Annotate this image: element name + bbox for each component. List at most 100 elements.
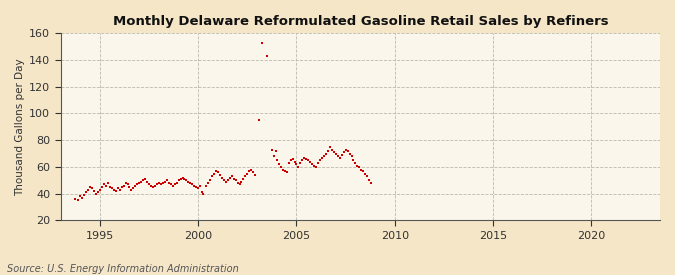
Point [271, 158, 282, 163]
Point [224, 175, 235, 180]
Point [163, 181, 174, 185]
Point [165, 182, 176, 186]
Point [150, 183, 161, 188]
Point [244, 169, 254, 173]
Point [75, 194, 86, 199]
Point [277, 167, 288, 172]
Point [124, 185, 135, 189]
Point [88, 189, 99, 193]
Point [262, 54, 273, 58]
Point [354, 165, 364, 169]
Point [193, 186, 204, 191]
Point [256, 40, 267, 45]
Point [219, 178, 230, 182]
Point [195, 183, 206, 188]
Point [128, 186, 139, 191]
Point [348, 158, 359, 163]
Point [120, 181, 131, 185]
Point [242, 171, 252, 176]
Point [346, 154, 357, 158]
Point [202, 181, 213, 185]
Point [138, 178, 148, 182]
Point [313, 161, 323, 165]
Point [205, 178, 215, 182]
Point [228, 177, 239, 181]
Point [358, 169, 369, 173]
Point [85, 185, 96, 189]
Point [70, 197, 81, 201]
Point [305, 159, 316, 164]
Point [366, 181, 377, 185]
Point [301, 157, 312, 161]
Point [173, 178, 184, 182]
Point [211, 169, 221, 173]
Point [334, 155, 345, 160]
Point [275, 165, 286, 169]
Point [350, 161, 361, 165]
Point [254, 118, 265, 122]
Point [238, 177, 249, 181]
Point [308, 163, 319, 168]
Point [291, 162, 302, 166]
Point [189, 183, 200, 188]
Point [222, 178, 233, 182]
Point [101, 183, 111, 188]
Point [144, 182, 155, 186]
Point [213, 170, 223, 174]
Point [299, 155, 310, 160]
Point [281, 170, 292, 174]
Point [293, 165, 304, 169]
Point [159, 179, 170, 184]
Point [336, 153, 347, 157]
Point [122, 182, 133, 186]
Point [267, 147, 277, 152]
Point [157, 181, 168, 185]
Point [303, 158, 314, 163]
Point [103, 181, 113, 185]
Point [332, 154, 343, 158]
Point [183, 179, 194, 184]
Point [73, 198, 84, 202]
Point [161, 178, 172, 182]
Point [140, 177, 151, 181]
Point [177, 175, 188, 180]
Point [153, 181, 164, 185]
Point [92, 190, 103, 194]
Point [220, 179, 231, 184]
Point [319, 154, 329, 158]
Point [215, 173, 225, 177]
Point [142, 179, 153, 184]
Point [297, 158, 308, 163]
Point [130, 183, 141, 188]
Point [209, 171, 219, 176]
Point [132, 182, 142, 186]
Point [362, 174, 373, 178]
Point [207, 174, 217, 178]
Point [197, 190, 208, 194]
Point [97, 185, 107, 189]
Point [327, 147, 338, 152]
Point [90, 191, 101, 196]
Point [325, 145, 335, 149]
Point [191, 185, 202, 189]
Point [287, 157, 298, 161]
Point [307, 162, 318, 166]
Point [338, 150, 349, 154]
Point [155, 182, 166, 186]
Point [99, 182, 109, 186]
Point [360, 171, 371, 176]
Point [107, 186, 117, 191]
Point [105, 185, 115, 189]
Text: Source: U.S. Energy Information Administration: Source: U.S. Energy Information Administ… [7, 264, 238, 274]
Point [286, 158, 296, 163]
Point [152, 182, 163, 186]
Point [179, 177, 190, 181]
Point [77, 196, 88, 200]
Point [185, 181, 196, 185]
Point [289, 159, 300, 164]
Point [284, 161, 294, 165]
Point [329, 150, 340, 154]
Point [226, 174, 237, 178]
Point [134, 181, 144, 185]
Point [352, 163, 362, 168]
